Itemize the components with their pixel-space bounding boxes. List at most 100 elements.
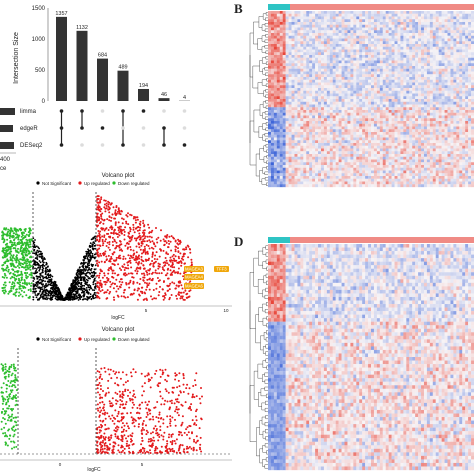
heatmap-cell — [291, 30, 295, 34]
volcano-point-up — [159, 425, 162, 428]
volcano-point-up — [105, 291, 108, 294]
heatmap-cell — [276, 16, 280, 20]
volcano-point-down — [7, 234, 10, 237]
volcano-point-up — [135, 245, 138, 248]
volcano-point-up — [162, 438, 165, 441]
volcano-point-up — [176, 242, 179, 245]
upset-set-label: DESeq2 — [20, 143, 43, 149]
volcano-point-up — [129, 411, 132, 414]
volcano-point-up — [182, 377, 185, 380]
heatmap-cell — [412, 24, 416, 28]
volcano-point-not-significant — [73, 298, 76, 301]
volcano-point-up — [138, 257, 141, 260]
heatmap-cell — [418, 60, 422, 64]
heatmap-cell — [388, 44, 392, 47]
volcano-point-not-significant — [39, 265, 42, 268]
heatmap-cell — [391, 24, 395, 28]
volcano-point-up — [99, 397, 101, 400]
volcano-point-up — [144, 401, 147, 404]
volcano-point-up — [120, 232, 123, 235]
heatmap-cell — [306, 60, 310, 64]
volcano-point-down — [5, 371, 8, 374]
volcano-point-up — [149, 449, 151, 452]
volcano-point-up — [174, 240, 177, 243]
heatmap-cell — [462, 52, 466, 56]
heatmap-cell — [462, 19, 466, 23]
heatmap-cell — [326, 22, 330, 25]
volcano-point-up — [169, 260, 172, 263]
heatmap-cell — [415, 55, 419, 58]
volcano-point-down — [0, 363, 3, 366]
volcano-point-not-significant — [87, 260, 90, 263]
volcano-point-down — [26, 258, 29, 261]
volcano-point-not-significant — [83, 276, 86, 278]
heatmap-cell — [450, 41, 454, 45]
heatmap-cell — [306, 19, 310, 23]
heatmap-cell — [300, 27, 304, 31]
volcano-point-down — [8, 365, 11, 368]
heatmap-cell — [426, 46, 430, 50]
heatmap-cell — [421, 60, 425, 64]
volcano-point-down — [15, 291, 18, 293]
volcano-point-up — [143, 232, 146, 234]
volcano-point-up — [99, 375, 102, 378]
heatmap-cell — [468, 63, 472, 67]
volcano-point-up — [110, 216, 113, 219]
heatmap-cell — [338, 27, 342, 31]
heatmap-cell — [379, 11, 383, 14]
heatmap-cell — [385, 24, 389, 28]
volcano-point-not-significant — [82, 266, 85, 269]
heatmap-cell — [379, 63, 383, 67]
upset-matrix-dot-active — [80, 109, 84, 113]
heatmap-cell — [412, 60, 416, 64]
heatmap-cell — [432, 22, 436, 25]
volcano-point-up — [118, 280, 121, 283]
volcano-point-up — [198, 427, 201, 430]
volcano-point-up — [146, 413, 149, 416]
volcano-point-not-significant — [61, 295, 64, 298]
heatmap-cell — [326, 60, 330, 64]
heatmap-cell — [409, 63, 413, 67]
volcano-point-up — [174, 442, 177, 445]
volcano-point-up — [130, 371, 132, 374]
volcano-point-up — [139, 407, 142, 410]
heatmap-cell — [338, 19, 342, 23]
volcano-point-not-significant — [38, 253, 41, 256]
heatmap-cell — [438, 66, 442, 69]
heatmap-cell — [329, 66, 333, 69]
heatmap-cell — [318, 38, 322, 42]
volcano-point-not-significant — [90, 275, 93, 278]
heatmap-cell — [373, 16, 378, 20]
heatmap-cell — [409, 38, 413, 42]
heatmap-cell — [391, 66, 395, 69]
heatmap-cell — [303, 19, 307, 23]
heatmap-cell — [282, 44, 286, 47]
heatmap-cell — [423, 19, 428, 23]
heatmap-cell — [403, 24, 407, 28]
dendrogram-branch — [265, 50, 268, 54]
volcano-point-down — [7, 407, 10, 410]
heatmap-cell — [356, 24, 360, 28]
volcano-point-down — [18, 243, 21, 245]
volcano-point-not-significant — [92, 237, 95, 240]
volcano-point-not-significant — [69, 291, 72, 293]
heatmap-cell — [426, 16, 430, 20]
volcano-point-not-significant — [89, 259, 92, 261]
volcano-point-up — [131, 432, 134, 435]
heatmap-cell — [379, 44, 383, 47]
heatmap-cell — [406, 63, 410, 67]
heatmap-cell — [429, 11, 433, 14]
volcano-point-not-significant — [42, 267, 45, 270]
heatmap-cell — [297, 57, 301, 61]
heatmap-cell — [335, 55, 339, 58]
volcano-point-up — [126, 241, 129, 244]
volcano-point-down — [10, 374, 13, 377]
volcano-point-up — [145, 424, 147, 427]
heatmap-cell — [276, 33, 280, 36]
volcano-point-up — [133, 289, 136, 292]
heatmap-cell — [270, 55, 275, 58]
heatmap-cell — [391, 49, 395, 53]
volcano-point-down — [29, 288, 32, 291]
volcano-point-up — [152, 436, 155, 439]
heatmap-cell — [294, 27, 298, 31]
